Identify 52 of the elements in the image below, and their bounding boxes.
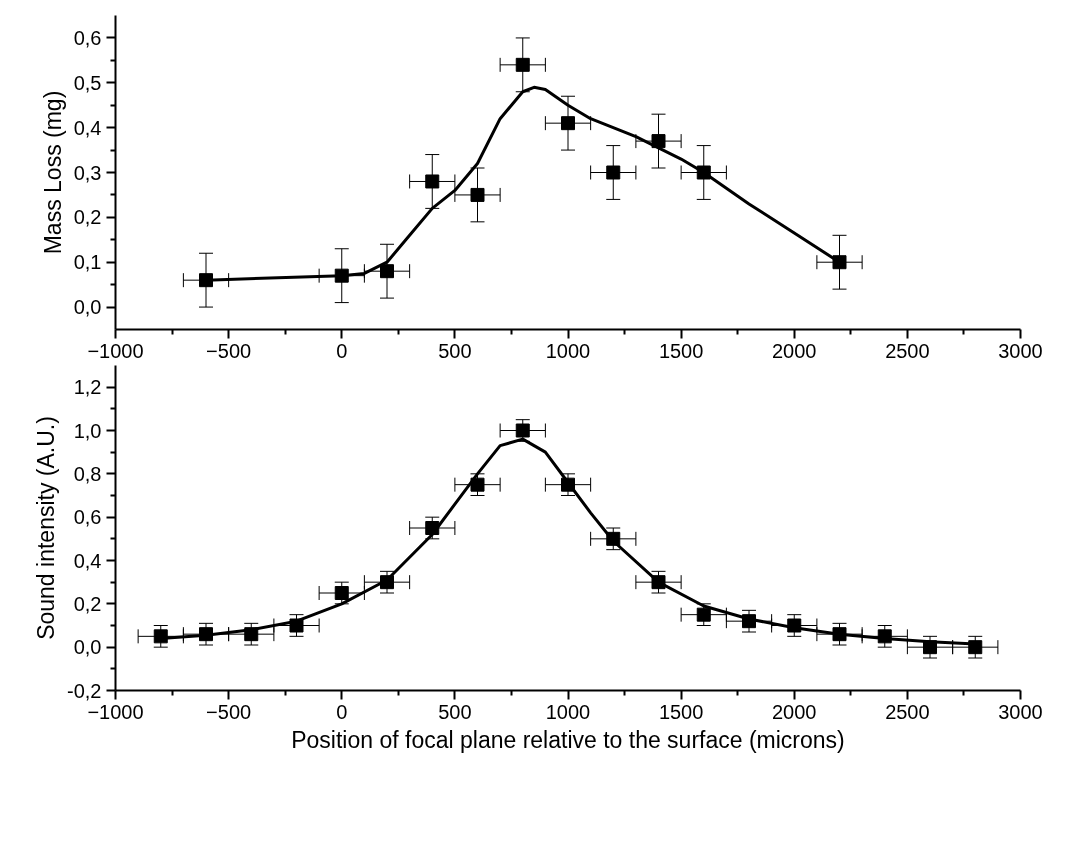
y-tick-label: 0,4 [73, 549, 102, 572]
y-tick-label: 0,2 [73, 592, 102, 615]
y-axis-title: Mass Loss (mg) [39, 90, 66, 255]
point [153, 629, 168, 644]
x-tick-label: 3000 [998, 339, 1043, 362]
x-tick-label: 0 [336, 700, 348, 723]
x-tick-label: 1000 [545, 339, 591, 362]
y-tick-label: 1,0 [73, 419, 102, 442]
point [832, 255, 847, 270]
x-tick-label: 2500 [885, 700, 930, 723]
x-tick-label: 0 [336, 339, 348, 362]
point [606, 165, 621, 180]
x-tick-label: −1000 [87, 339, 144, 362]
x-tick-label: 500 [438, 339, 472, 362]
point [425, 174, 440, 189]
x-tick-label: 500 [438, 700, 472, 723]
point [334, 586, 349, 600]
y-tick-label: 1,2 [73, 376, 102, 399]
y-tick-label: 0,8 [73, 462, 102, 485]
point [515, 57, 530, 72]
y-tick-label: 0,4 [73, 116, 102, 139]
y-tick-label: 0,2 [73, 206, 102, 229]
x-tick-label: −1000 [87, 700, 144, 723]
y-tick-label: 0,5 [73, 71, 102, 94]
x-tick-label: −500 [206, 700, 252, 723]
x-axis-title: Position of focal plane relative to the surface (microns) [291, 726, 845, 753]
point [470, 477, 485, 492]
point [515, 423, 530, 438]
y-axis-title: Sound intensity (A.U.) [33, 416, 60, 640]
point [561, 116, 575, 131]
point [651, 134, 666, 149]
point [199, 273, 213, 288]
x-tick-label: 2500 [885, 339, 930, 362]
x-tick-label: 1500 [658, 339, 704, 362]
y-tick-label: 0,3 [73, 161, 102, 184]
point [968, 640, 983, 655]
x-tick-label: 2000 [772, 339, 817, 362]
x-tick-label: 2000 [772, 700, 817, 723]
x-tick-label: 1000 [545, 700, 591, 723]
point [696, 607, 711, 622]
x-tick-label: −500 [206, 339, 252, 362]
y-tick-label: 0,1 [73, 251, 102, 274]
y-tick-label: 0,0 [73, 636, 102, 659]
y-tick-label: 0,6 [73, 26, 102, 49]
point [470, 187, 485, 202]
y-tick-label: 0,6 [73, 506, 102, 529]
point [289, 618, 304, 633]
x-tick-label: 1500 [658, 700, 704, 723]
x-tick-label: 3000 [998, 700, 1043, 723]
y-tick-label: -0,2 [67, 679, 102, 702]
point [380, 264, 394, 279]
y-tick-label: 0,0 [73, 296, 102, 319]
